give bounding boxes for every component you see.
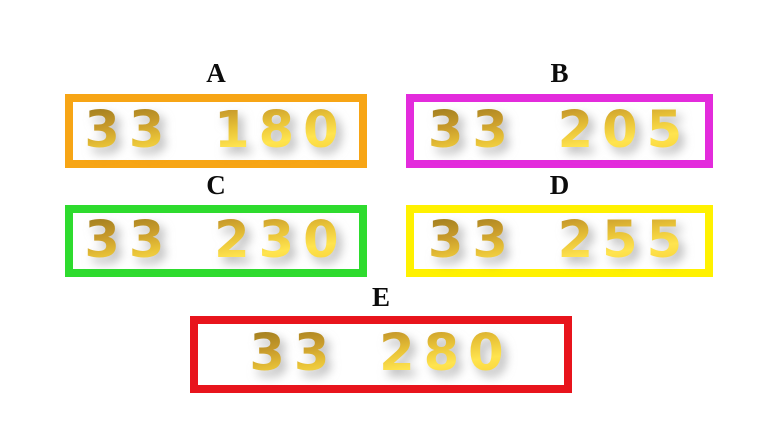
option-c-number: 33 230 bbox=[84, 210, 348, 270]
option-c-box[interactable]: 33 230 bbox=[65, 205, 367, 277]
option-a-number: 33 180 bbox=[84, 100, 348, 160]
option-a-label: A bbox=[206, 58, 226, 88]
option-a-box[interactable]: 33 180 bbox=[65, 94, 367, 168]
option-e: E 33 280 bbox=[190, 282, 572, 393]
option-b: B 33 205 bbox=[406, 58, 713, 169]
option-b-box[interactable]: 33 205 bbox=[406, 94, 713, 168]
option-d: D 33 255 bbox=[406, 170, 713, 278]
option-b-number: 33 205 bbox=[427, 100, 692, 160]
option-e-box[interactable]: 33 280 bbox=[190, 316, 572, 393]
option-d-box[interactable]: 33 255 bbox=[406, 205, 713, 277]
option-e-label: E bbox=[371, 282, 390, 312]
option-b-label: B bbox=[550, 58, 569, 88]
option-d-label: D bbox=[549, 170, 570, 200]
option-c-label: C bbox=[206, 170, 226, 200]
option-c: C 33 230 bbox=[65, 170, 367, 278]
option-a: A 33 180 bbox=[65, 58, 367, 169]
option-e-number: 33 280 bbox=[249, 324, 513, 383]
option-d-number: 33 255 bbox=[427, 210, 692, 270]
